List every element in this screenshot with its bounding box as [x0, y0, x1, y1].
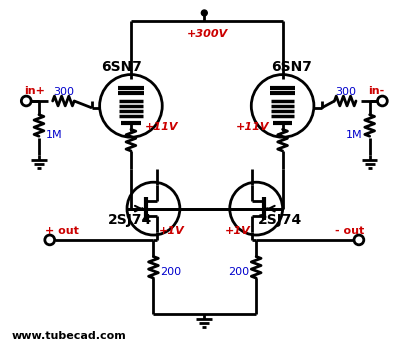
Text: 200: 200	[228, 267, 249, 277]
Text: in-: in-	[368, 86, 384, 96]
Text: 300: 300	[335, 87, 356, 97]
Text: 2SJ74: 2SJ74	[108, 213, 152, 227]
Text: 300: 300	[53, 87, 74, 97]
Text: - out: - out	[334, 226, 364, 236]
Text: 6SN7: 6SN7	[102, 60, 142, 74]
Text: in+: in+	[24, 86, 45, 96]
Text: 1M: 1M	[346, 130, 363, 140]
Text: +300V: +300V	[187, 29, 228, 39]
Text: +1V: +1V	[224, 226, 250, 236]
Text: 1M: 1M	[46, 130, 62, 140]
Text: www.tubecad.com: www.tubecad.com	[12, 331, 127, 341]
Text: 2SJ74: 2SJ74	[258, 213, 302, 227]
Text: +1V: +1V	[159, 226, 185, 236]
Text: 6SN7: 6SN7	[271, 60, 312, 74]
Circle shape	[201, 10, 207, 16]
Text: + out: + out	[45, 226, 79, 236]
Text: +11V: +11V	[145, 122, 178, 132]
Text: 200: 200	[160, 267, 182, 277]
Text: +11V: +11V	[235, 122, 269, 132]
